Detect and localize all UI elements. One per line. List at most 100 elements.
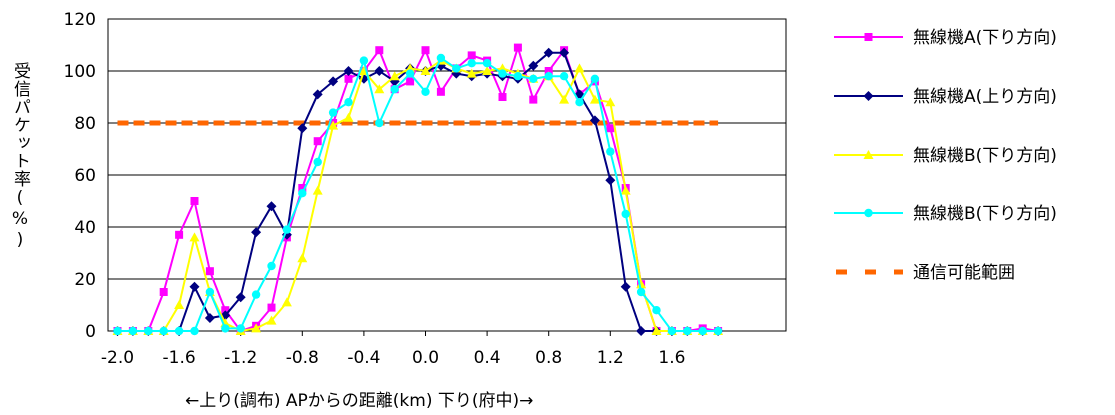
data-point — [466, 68, 477, 78]
data-point — [221, 324, 230, 333]
series-line — [117, 59, 719, 333]
data-point — [343, 66, 354, 76]
data-point — [343, 112, 354, 122]
data-point — [297, 123, 308, 134]
legend-item: 無線機A(下り方向) — [834, 28, 1057, 48]
data-point — [421, 87, 430, 97]
legend-label: 無線機A(上り方向) — [913, 87, 1057, 107]
y-tick-label: 20 — [74, 270, 96, 290]
data-point — [574, 63, 585, 73]
x-tick-label: -0.4 — [347, 348, 380, 368]
series-line — [117, 44, 719, 333]
data-point — [559, 47, 570, 58]
data-point — [328, 120, 339, 130]
data-point — [297, 253, 308, 263]
data-point — [421, 46, 430, 55]
data-point — [636, 326, 647, 336]
data-point — [266, 315, 277, 325]
data-point — [497, 63, 508, 73]
data-point — [482, 66, 493, 75]
data-point — [406, 77, 415, 86]
data-point — [498, 69, 507, 78]
data-point — [559, 72, 569, 81]
data-point — [452, 64, 461, 73]
data-point — [236, 324, 245, 333]
x-tick-label: -0.8 — [286, 348, 319, 368]
data-point — [589, 115, 600, 126]
data-point — [529, 74, 538, 84]
data-point — [205, 287, 215, 297]
data-point — [698, 326, 707, 336]
data-point — [559, 94, 570, 104]
data-point — [389, 71, 400, 81]
data-point — [513, 72, 523, 81]
data-point — [390, 85, 399, 94]
data-point — [467, 59, 476, 68]
data-point — [159, 288, 168, 296]
x-axis-label: ←上り(調布) APからの距離(km) 下り(府中)→ — [185, 391, 534, 411]
series-3 — [112, 55, 724, 335]
x-tick-label: 1.6 — [658, 348, 685, 368]
data-point — [606, 124, 615, 133]
legend-item: 無線機B(下り方向) — [834, 146, 1057, 166]
data-point — [313, 137, 322, 146]
x-tick-label: -1.6 — [163, 348, 196, 368]
x-tick-label: 0.4 — [474, 348, 501, 368]
legend-label: 無線機B(下り方向) — [913, 204, 1057, 224]
data-point — [620, 281, 631, 292]
data-point — [235, 292, 246, 303]
y-tick-label: 100 — [64, 62, 96, 82]
data-point — [420, 66, 431, 75]
series-4 — [113, 53, 723, 336]
x-tick-label: 0.8 — [535, 348, 562, 368]
data-point — [375, 46, 384, 55]
data-point — [282, 225, 292, 234]
y-tick-label: 0 — [85, 322, 96, 342]
legend-item: 無線機B(下り方向) — [834, 204, 1057, 224]
data-point — [575, 98, 584, 107]
y-tick-label: 80 — [74, 114, 96, 134]
y-tick-label: 40 — [74, 218, 96, 238]
data-point — [298, 184, 307, 192]
y-axis-label: 受信パケット率(%) — [10, 62, 30, 251]
data-point — [621, 209, 630, 219]
data-point — [267, 303, 276, 312]
data-point — [436, 87, 445, 96]
data-point — [174, 326, 184, 336]
data-point — [513, 43, 522, 52]
data-point — [683, 326, 692, 336]
data-point — [344, 74, 353, 83]
legend-marker — [864, 208, 873, 218]
data-point — [298, 189, 307, 198]
data-point — [589, 94, 600, 104]
data-point — [312, 185, 323, 195]
data-point — [375, 118, 384, 128]
x-tick-label: 0.0 — [412, 348, 439, 368]
data-point — [405, 69, 415, 78]
series-1 — [113, 43, 723, 335]
data-point — [189, 232, 200, 242]
data-point — [251, 227, 262, 238]
legend-marker — [864, 33, 873, 41]
legend-item: 無線機A(上り方向) — [834, 87, 1057, 107]
data-point — [436, 53, 446, 63]
data-point — [312, 89, 323, 100]
legend-item: 通信可能範囲 — [834, 263, 1015, 283]
data-point — [590, 74, 600, 84]
data-point — [605, 97, 616, 107]
data-point — [636, 279, 647, 289]
data-point — [529, 95, 538, 104]
data-point — [189, 281, 200, 292]
data-point — [359, 56, 369, 65]
plot-area — [107, 18, 787, 332]
data-point — [251, 290, 261, 299]
data-point — [190, 197, 199, 205]
data-point — [374, 66, 385, 76]
x-tick-label: 1.2 — [597, 348, 624, 368]
data-point — [159, 326, 168, 336]
legend-marker — [863, 150, 874, 159]
x-tick-label: -1.2 — [224, 348, 257, 368]
data-point — [651, 326, 662, 335]
data-point — [205, 267, 214, 276]
